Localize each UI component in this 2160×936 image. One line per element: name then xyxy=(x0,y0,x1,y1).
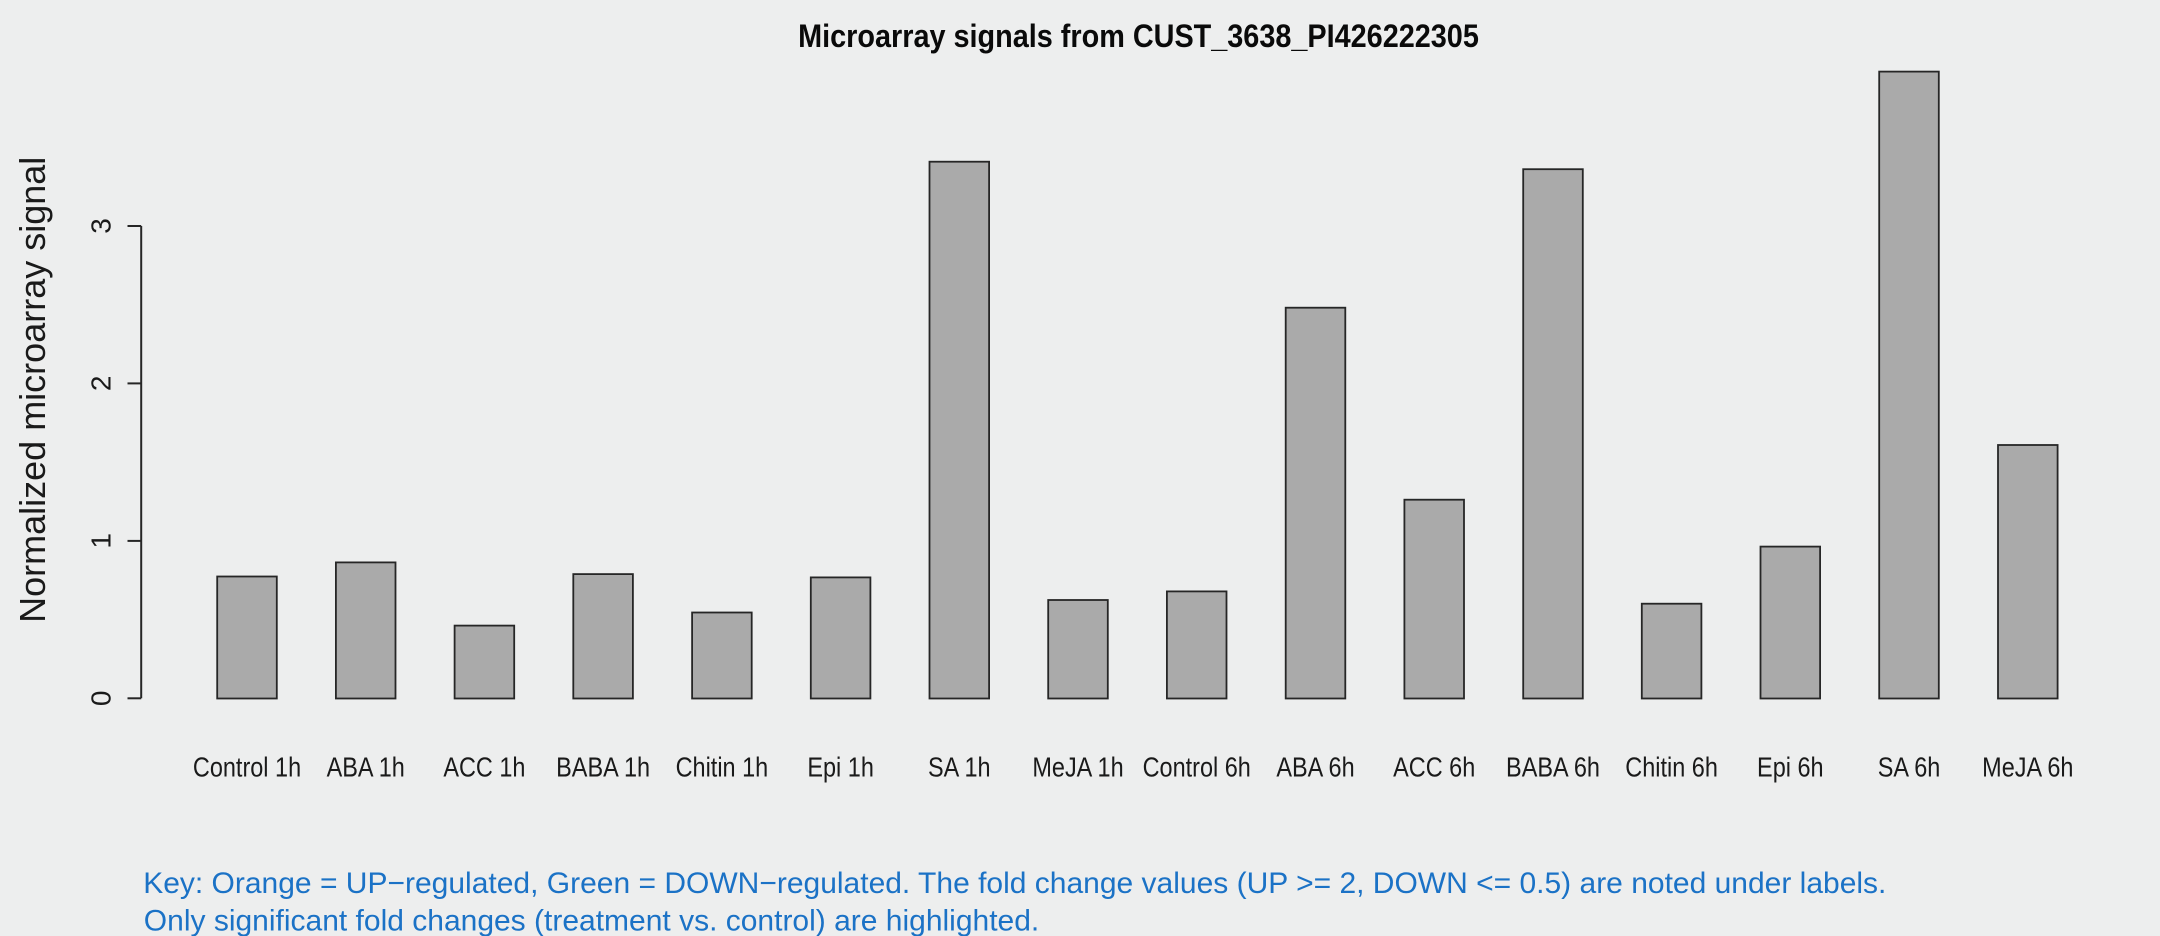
svg-text:SA 6h: SA 6h xyxy=(1878,752,1941,782)
svg-text:MeJA 1h: MeJA 1h xyxy=(1032,752,1123,782)
svg-text:1: 1 xyxy=(86,533,117,549)
svg-text:2: 2 xyxy=(86,376,117,392)
svg-text:3: 3 xyxy=(86,218,117,234)
svg-text:ABA 1h: ABA 1h xyxy=(327,752,405,782)
svg-text:ABA 6h: ABA 6h xyxy=(1276,752,1354,782)
svg-text:Epi 1h: Epi 1h xyxy=(807,752,874,782)
svg-text:BABA 1h: BABA 1h xyxy=(556,752,650,782)
svg-text:Control 6h: Control 6h xyxy=(1143,752,1251,782)
svg-text:Chitin 1h: Chitin 1h xyxy=(676,752,769,782)
svg-text:ACC 6h: ACC 6h xyxy=(1393,752,1475,782)
svg-text:Only significant fold changes: Only significant fold changes (treatment… xyxy=(144,904,1039,936)
svg-text:MeJA 6h: MeJA 6h xyxy=(1982,752,2073,782)
svg-text:Microarray signals from CUST_3: Microarray signals from CUST_3638_PI4262… xyxy=(798,18,1479,54)
svg-text:0: 0 xyxy=(86,691,117,707)
svg-text:Chitin 6h: Chitin 6h xyxy=(1625,752,1718,782)
svg-text:ACC 1h: ACC 1h xyxy=(443,752,525,782)
svg-text:Control 1h: Control 1h xyxy=(193,752,301,782)
svg-text:Epi 6h: Epi 6h xyxy=(1757,752,1824,782)
svg-text:Key: Orange = UP−regulated, Gr: Key: Orange = UP−regulated, Green = DOWN… xyxy=(143,867,1886,900)
svg-text:SA 1h: SA 1h xyxy=(928,752,991,782)
svg-text:BABA 6h: BABA 6h xyxy=(1506,752,1600,782)
svg-text:Normalized microarray signal: Normalized microarray signal xyxy=(12,157,53,623)
